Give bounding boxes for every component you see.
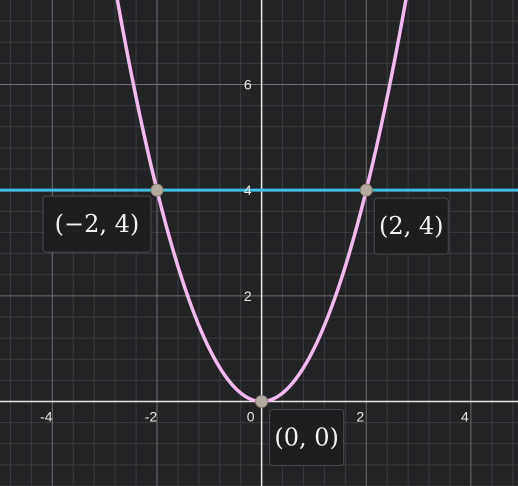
point-label-text: (2, 4) bbox=[379, 212, 444, 240]
point-label-text: (0, 0) bbox=[274, 423, 339, 451]
y-tick-label: 2 bbox=[244, 288, 252, 304]
point-label-text: (−2, 4) bbox=[55, 210, 140, 238]
x-tick-label: -4 bbox=[40, 408, 53, 424]
intersection-points bbox=[150, 183, 373, 408]
intersection-point[interactable] bbox=[359, 183, 373, 197]
point-label-box bbox=[373, 197, 449, 255]
point-label: (−2, 4) bbox=[42, 195, 152, 253]
point-label-box bbox=[42, 195, 152, 253]
intersection-point[interactable] bbox=[255, 394, 269, 408]
x-tick-label: 2 bbox=[356, 408, 364, 424]
point-label: (0, 0) bbox=[269, 408, 345, 466]
y-tick-label: 6 bbox=[244, 77, 252, 93]
x-tick-label: 4 bbox=[461, 408, 469, 424]
intersection-point[interactable] bbox=[150, 183, 164, 197]
y-tick-label: 4 bbox=[244, 182, 252, 198]
tick-labels: -4 -2 0 2 4 2 4 6 bbox=[40, 77, 469, 425]
x-tick-label: 0 bbox=[247, 408, 255, 424]
point-label-box bbox=[269, 408, 345, 466]
point-label: (2, 4) bbox=[373, 197, 449, 255]
x-tick-label: -2 bbox=[145, 408, 158, 424]
point-labels: (−2, 4) (2, 4) (0, 0) bbox=[42, 195, 449, 466]
